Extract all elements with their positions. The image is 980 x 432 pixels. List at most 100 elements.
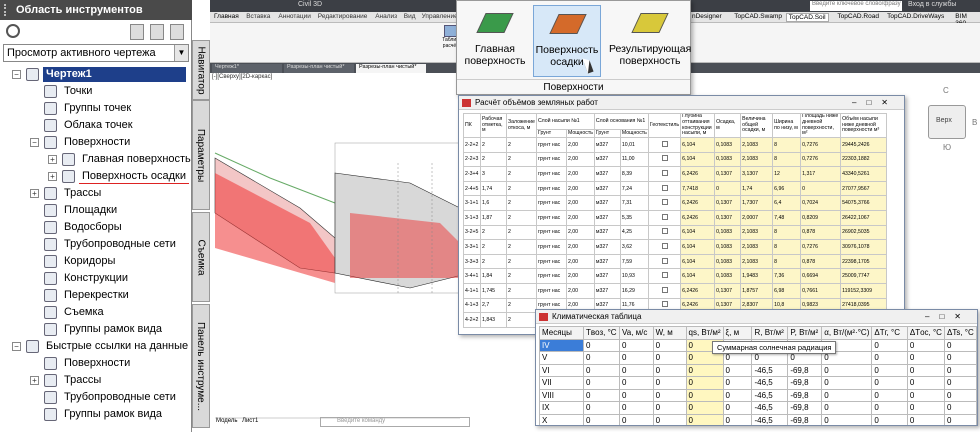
cell[interactable]: IV: [538, 338, 585, 352]
checkbox[interactable]: [661, 169, 668, 176]
cell[interactable]: 0: [685, 413, 724, 425]
cell[interactable]: 0: [619, 376, 654, 390]
cell[interactable]: 0: [685, 376, 724, 390]
expander[interactable]: +: [30, 376, 39, 385]
cell[interactable]: м327: [593, 166, 621, 182]
tree-item[interactable]: Облака точек: [64, 119, 133, 131]
cell[interactable]: 0: [619, 388, 654, 402]
checkbox[interactable]: [661, 184, 668, 191]
checkbox[interactable]: [661, 228, 668, 235]
cell[interactable]: м327: [593, 209, 621, 226]
cell[interactable]: 0: [943, 363, 977, 377]
cell[interactable]: 0: [583, 376, 620, 390]
cell[interactable]: 0: [685, 388, 724, 402]
cell[interactable]: 0: [722, 376, 753, 390]
checkbox[interactable]: [661, 286, 668, 293]
menu-tab[interactable]: Главная: [214, 13, 239, 20]
cell[interactable]: грунт нас: [535, 180, 567, 197]
cell[interactable]: -46,5: [751, 401, 789, 415]
menu-tab[interactable]: Аннотации: [278, 13, 311, 20]
expander[interactable]: −: [12, 342, 21, 351]
cell[interactable]: 0: [943, 338, 977, 352]
cell[interactable]: 0: [583, 413, 620, 425]
tree-item[interactable]: Поверхности: [64, 357, 131, 369]
cell[interactable]: VI: [538, 363, 585, 377]
cell[interactable]: м327: [593, 268, 621, 284]
cell[interactable]: грунт нас: [535, 268, 567, 284]
cell[interactable]: грунт нас: [535, 166, 567, 182]
cell[interactable]: 0: [583, 351, 620, 365]
cell[interactable]: 0: [685, 351, 724, 365]
cell[interactable]: 0: [652, 363, 687, 377]
tree-item[interactable]: Съемка: [64, 306, 104, 318]
cell[interactable]: грунт нас: [535, 239, 567, 255]
side-tab[interactable]: Съемка: [192, 212, 210, 302]
cell[interactable]: м327: [593, 195, 621, 211]
cell[interactable]: 0: [906, 338, 945, 352]
cell[interactable]: 0: [821, 363, 873, 377]
cell[interactable]: м327: [593, 180, 621, 197]
cell[interactable]: 0: [943, 413, 977, 425]
side-tab[interactable]: Параметры: [192, 100, 210, 210]
cell[interactable]: X: [538, 413, 585, 425]
cell[interactable]: 0: [943, 401, 977, 415]
cell[interactable]: 0: [652, 388, 687, 402]
cell[interactable]: 0: [685, 401, 724, 415]
cell[interactable]: м327: [593, 151, 621, 168]
tree-item[interactable]: Поверхности: [64, 136, 131, 148]
cell[interactable]: 0: [583, 363, 620, 377]
tree-item[interactable]: Группы рамок вида: [64, 408, 163, 420]
cell[interactable]: 0: [821, 376, 873, 390]
cell[interactable]: 0: [619, 338, 654, 352]
cell[interactable]: IX: [538, 401, 585, 415]
cell[interactable]: 0: [722, 413, 753, 425]
tree-item[interactable]: Быстрые ссылки на данные: [46, 340, 189, 352]
tree-item[interactable]: Поверхность осадки: [79, 169, 189, 184]
expander[interactable]: −: [12, 70, 21, 79]
tree-item[interactable]: Коридоры: [64, 255, 116, 267]
menu-tab[interactable]: TopCAD.Road: [837, 13, 879, 20]
menu-tab[interactable]: nDesigner: [692, 13, 722, 20]
tree-item[interactable]: Площадки: [64, 204, 118, 216]
expander[interactable]: +: [48, 155, 57, 164]
cell[interactable]: 0: [722, 401, 753, 415]
ribbon-button[interactable]: Таблица расчёта: [442, 37, 462, 49]
menu-tab[interactable]: TopCAD.Swamp: [734, 13, 782, 20]
cell[interactable]: 0: [619, 363, 654, 377]
cell[interactable]: 0: [871, 413, 908, 425]
cell[interactable]: 0: [722, 388, 753, 402]
cell[interactable]: 0: [871, 338, 908, 352]
tree-item[interactable]: Точки: [64, 85, 93, 97]
menu-tab[interactable]: Вид: [403, 13, 416, 20]
command-line[interactable]: Введите команду: [320, 417, 470, 427]
cell[interactable]: V: [538, 351, 585, 365]
tree-item[interactable]: Группы точек: [64, 102, 132, 114]
cell[interactable]: VII: [538, 376, 585, 390]
cell[interactable]: грунт нас: [535, 137, 567, 153]
cell[interactable]: 0: [652, 401, 687, 415]
cell[interactable]: грунт нас: [535, 253, 567, 270]
cell[interactable]: 0: [685, 363, 724, 377]
sign-in[interactable]: Вход в службы: [908, 1, 957, 8]
tree-item[interactable]: Перекрестки: [64, 289, 129, 301]
tree-item[interactable]: Группы рамок вида: [64, 323, 163, 335]
checkbox[interactable]: [661, 242, 668, 249]
doc-tab[interactable]: Чертеж1*: [212, 64, 282, 73]
menu-tab[interactable]: TopCAD.Soil: [785, 13, 829, 22]
cell[interactable]: 0: [906, 363, 945, 377]
cell[interactable]: VIII: [538, 388, 585, 402]
cell[interactable]: 0: [906, 388, 945, 402]
checkbox[interactable]: [661, 199, 668, 206]
cell[interactable]: м327: [593, 282, 621, 299]
cell[interactable]: -69,8: [787, 376, 823, 390]
doc-tab[interactable]: Разрезы-план чистый*: [356, 64, 426, 73]
cell[interactable]: грунт нас: [535, 224, 567, 241]
cell[interactable]: 0: [722, 363, 753, 377]
cell[interactable]: -69,8: [787, 413, 823, 425]
surface-button[interactable]: Поверхность осадки: [533, 5, 601, 77]
sheet-tab[interactable]: Лист1: [242, 418, 259, 424]
checkbox[interactable]: [661, 301, 668, 308]
cell[interactable]: 0: [821, 413, 873, 425]
cell[interactable]: 0: [583, 338, 620, 352]
cell[interactable]: м327: [593, 224, 621, 241]
